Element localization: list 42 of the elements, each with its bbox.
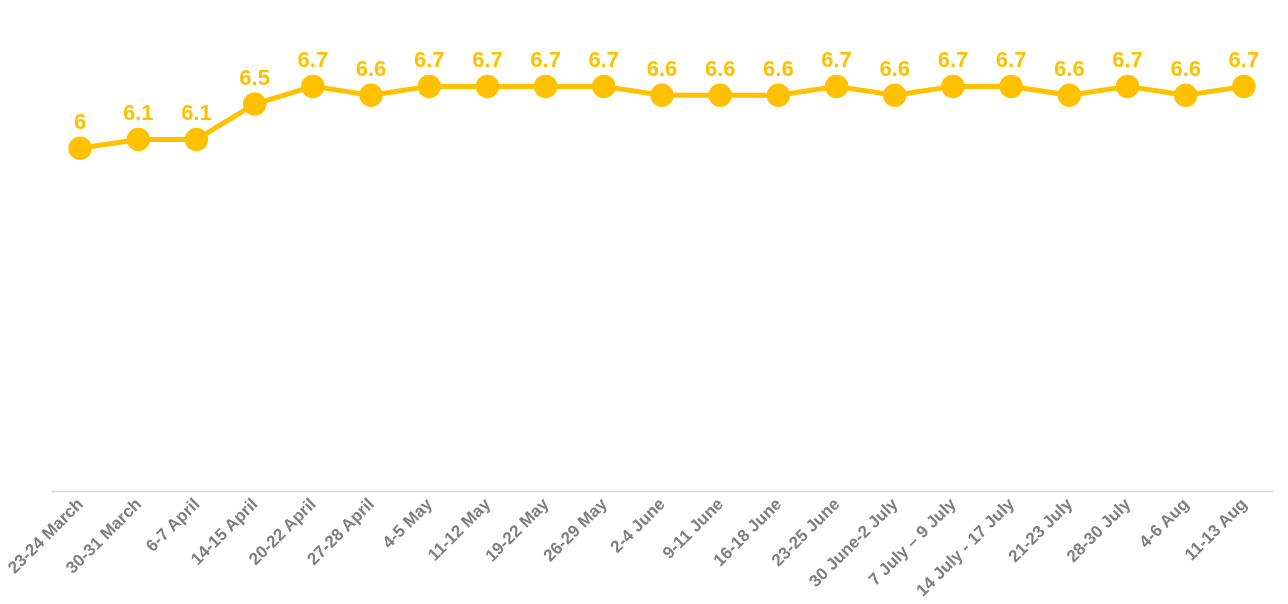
data-label: 6.6 <box>1054 56 1085 82</box>
data-label: 6.1 <box>181 100 212 126</box>
data-label: 6.6 <box>646 56 678 82</box>
data-label: 6.7 <box>1112 47 1143 73</box>
data-label: 6.7 <box>588 47 620 73</box>
data-label: 6.7 <box>297 47 329 73</box>
point <box>592 74 616 99</box>
data-label: 6.7 <box>413 47 445 73</box>
point <box>417 74 441 99</box>
point <box>475 74 500 99</box>
data-label: 6.6 <box>1170 56 1202 82</box>
point <box>1232 74 1256 99</box>
point <box>126 127 151 152</box>
point <box>650 83 674 107</box>
point <box>359 83 383 107</box>
data-label: 6.6 <box>763 56 794 82</box>
data-label: 6.7 <box>937 47 969 73</box>
point <box>1115 74 1140 99</box>
data-label: 6.7 <box>821 47 852 73</box>
data-label: 6.6 <box>704 56 736 82</box>
data-label: 6.1 <box>122 100 154 126</box>
point <box>301 74 325 99</box>
data-label: 6.7 <box>1228 47 1260 73</box>
data-label: 6.7 <box>472 47 503 73</box>
point <box>1173 83 1198 107</box>
point <box>242 92 267 116</box>
point <box>999 74 1023 99</box>
point <box>883 83 907 107</box>
point <box>824 74 849 99</box>
point <box>184 127 209 152</box>
data-label: 6 <box>73 109 87 135</box>
point <box>941 74 965 99</box>
data-label: 6.5 <box>239 65 270 91</box>
data-label: 6.7 <box>995 47 1027 73</box>
point <box>533 74 558 99</box>
point <box>708 83 732 107</box>
data-label: 6.6 <box>355 56 387 82</box>
point <box>766 83 791 107</box>
point <box>68 136 92 160</box>
point <box>1057 83 1082 107</box>
data-label: 6.7 <box>530 47 561 73</box>
data-label: 6.6 <box>879 56 911 82</box>
